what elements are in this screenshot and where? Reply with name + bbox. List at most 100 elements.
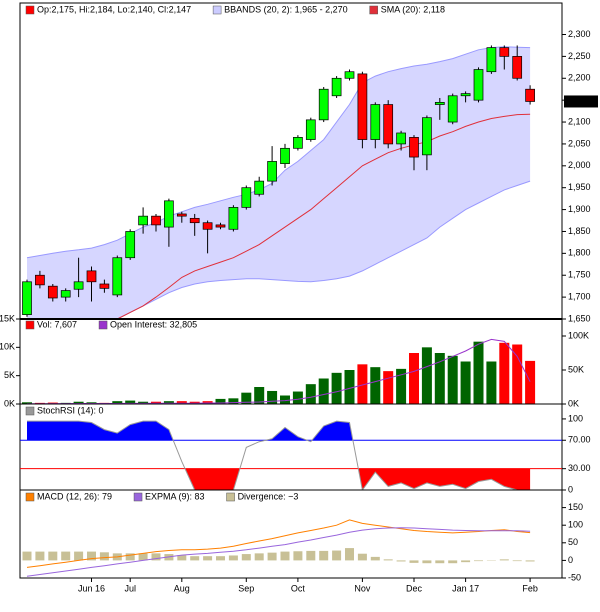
legend-swatch: [25, 5, 35, 15]
candle-body: [60, 290, 71, 298]
overbought-fill: [27, 421, 353, 441]
divergence-bar: [461, 560, 471, 563]
candle-body: [189, 217, 200, 224]
volume-bar: [176, 401, 187, 404]
candle-body: [125, 231, 136, 259]
volume-bar: [163, 401, 174, 404]
candle-body: [280, 147, 290, 164]
divergence-bar: [499, 559, 509, 561]
legend-label: StochRSI (14): 0: [37, 405, 104, 415]
volume-bar: [421, 347, 432, 404]
x-tick-label: Dec: [406, 583, 423, 593]
y-tick-label: 0K: [4, 398, 15, 408]
volume-bar: [73, 401, 84, 404]
divergence-bar: [435, 560, 445, 564]
legend-label: Open Interest: 32,805: [110, 319, 197, 329]
legend-swatch: [25, 320, 35, 330]
divergence-bar: [138, 553, 148, 561]
divergence-bar: [190, 556, 200, 561]
volume-bar: [112, 401, 123, 404]
volume-bar: [292, 391, 303, 404]
candle-body: [228, 207, 239, 230]
candle-body: [383, 104, 394, 145]
last-price-tag: [564, 95, 598, 108]
divergence-bar: [332, 550, 342, 561]
panel: [20, 420, 562, 490]
y-tick-label: 10K: [0, 342, 15, 352]
candle-body: [35, 274, 45, 286]
volume-bar: [460, 361, 471, 404]
y-tick-label: 150: [568, 502, 583, 512]
legend-swatch: [369, 5, 378, 15]
divergence-bar: [396, 560, 406, 562]
candle-body: [73, 281, 84, 290]
volume-bar: [138, 401, 149, 404]
candle-body: [409, 137, 419, 158]
y-tick-label: 50K: [568, 364, 584, 374]
y-tick-label: 50: [568, 537, 578, 547]
candle-body: [396, 132, 406, 145]
candle-body: [357, 73, 368, 140]
legend-swatch: [226, 492, 235, 502]
y-tick-label: 30.00: [568, 463, 591, 473]
volume-bar: [525, 360, 536, 404]
y-tick-label: 15K: [0, 313, 15, 323]
divergence-bar: [319, 550, 329, 561]
divergence-bar: [35, 551, 45, 561]
volume-bar: [512, 344, 523, 404]
volume-bar: [434, 353, 445, 404]
legend-label: Vol: 7,607: [37, 319, 77, 329]
volume-bar: [318, 378, 329, 404]
x-tick-label: Nov: [354, 583, 371, 593]
sma-line: [117, 113, 531, 319]
y-tick-label: 1,700: [568, 291, 591, 301]
x-tick-label: Sep: [238, 583, 254, 593]
volume-bar: [215, 398, 226, 404]
candle-body: [254, 180, 265, 195]
y-tick-label: 2,200: [568, 73, 591, 83]
panel: [22, 519, 535, 577]
candle-body: [138, 215, 148, 226]
volume-bar: [409, 353, 419, 404]
legend-swatch: [25, 406, 35, 416]
candle-body: [525, 88, 535, 102]
y-tick-label: 2,050: [568, 138, 591, 148]
y-tick-label: 1,750: [568, 270, 591, 280]
volume-bar: [447, 355, 458, 404]
candle-body: [370, 104, 381, 140]
volume-bar: [383, 371, 394, 404]
candle-body: [164, 200, 174, 228]
legend-label: BBANDS (20, 2): 1,965 - 2,270: [224, 4, 348, 14]
panel: [22, 45, 535, 319]
volume-bar: [125, 400, 136, 404]
legend-swatch: [98, 320, 108, 330]
candle-body: [241, 187, 252, 208]
divergence-bar: [74, 551, 84, 561]
legend-label: Op:2,175, Hi:2,184, Lo:2,140, Cl:2,147: [37, 4, 191, 14]
divergence-bar: [203, 556, 213, 561]
candle-body: [22, 281, 32, 315]
y-tick-label: 1,900: [568, 204, 591, 214]
y-tick-label: 100K: [568, 330, 589, 340]
divergence-bar: [254, 553, 264, 561]
y-tick-label: 2,300: [568, 29, 591, 39]
candle-body: [86, 270, 97, 283]
volume-bar: [280, 395, 290, 404]
divergence-bar: [409, 560, 419, 563]
divergence-bar: [448, 560, 458, 564]
candle-body: [434, 101, 445, 105]
y-tick-label: 1,800: [568, 248, 591, 258]
candle-body: [473, 69, 484, 101]
panel: [22, 338, 536, 404]
legend-swatch: [133, 492, 143, 502]
indicator-line: [26, 527, 531, 577]
y-tick-label: -50: [568, 572, 581, 582]
volume-bar: [22, 402, 32, 404]
candle-body: [486, 47, 497, 73]
plot-layer: 1,650 1,700 1,750 1,800 1,850 1,900 1,950 2,000…: [0, 4, 598, 593]
divergence-bar: [383, 559, 393, 561]
divergence-bar: [293, 551, 303, 561]
band-line: [26, 46, 531, 259]
candle-body: [422, 117, 432, 156]
